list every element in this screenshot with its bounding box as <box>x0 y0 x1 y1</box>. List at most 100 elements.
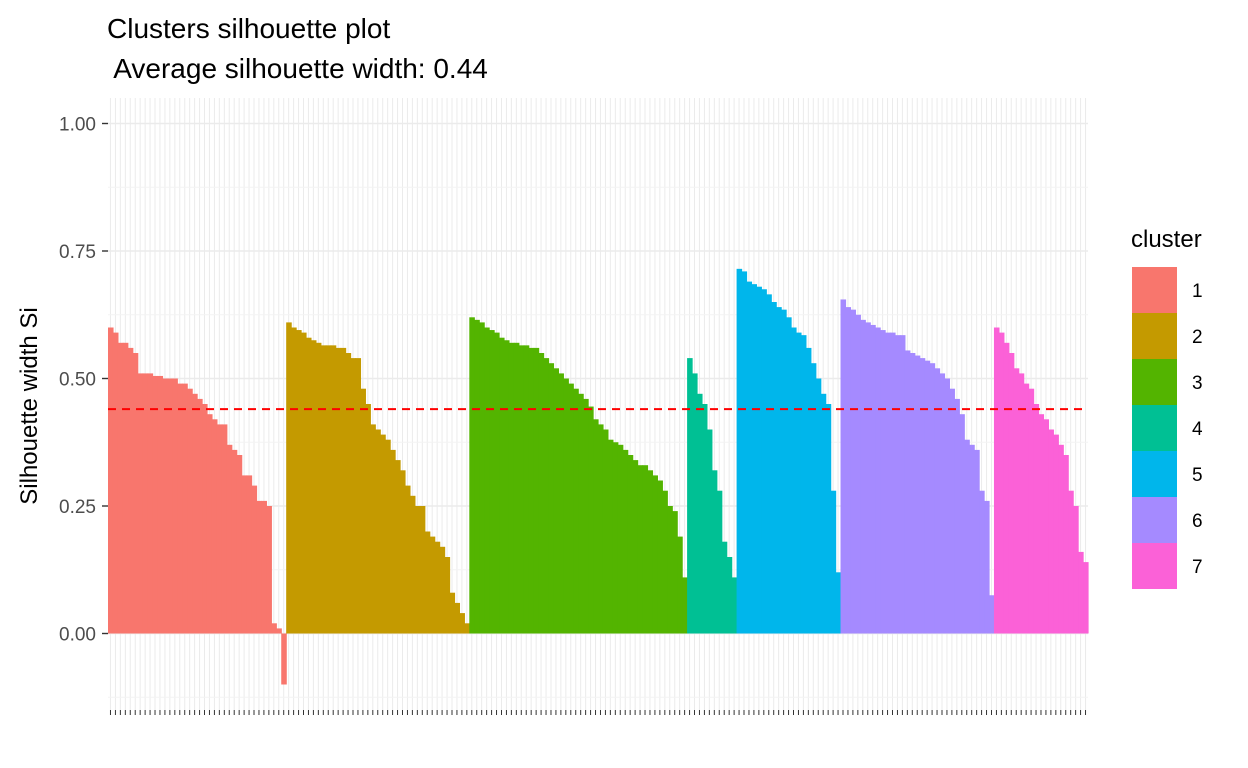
silhouette-bar <box>825 404 832 634</box>
silhouette-bar <box>687 358 693 634</box>
silhouette-bar <box>657 480 663 634</box>
silhouette-bar <box>746 281 753 634</box>
silhouette-bar <box>499 337 505 634</box>
silhouette-bar <box>335 347 342 634</box>
silhouette-bar <box>241 475 248 634</box>
silhouette-bar <box>390 449 396 634</box>
y-tick-label: 0.50 <box>59 370 96 391</box>
silhouette-bar <box>167 378 173 634</box>
silhouette-bar <box>197 398 203 634</box>
silhouette-bar <box>325 345 332 634</box>
silhouette-bar <box>766 294 772 634</box>
silhouette-bar <box>696 393 703 634</box>
silhouette-bar <box>845 307 852 634</box>
silhouette-bar <box>464 623 470 634</box>
silhouette-bar <box>296 330 302 634</box>
silhouette-bar <box>860 319 866 634</box>
y-tick-label: 0.00 <box>59 625 96 646</box>
silhouette-bar <box>1048 429 1054 634</box>
silhouette-bar <box>202 404 208 634</box>
silhouette-bar <box>1013 368 1020 634</box>
silhouette-bar <box>607 439 614 634</box>
legend-label: 2 <box>1192 327 1203 348</box>
silhouette-bar <box>459 613 465 634</box>
silhouette-bar <box>112 332 119 634</box>
legend-label: 5 <box>1192 465 1203 486</box>
silhouette-bar <box>805 347 812 634</box>
legend-key <box>1132 267 1177 313</box>
silhouette-bar <box>642 465 649 634</box>
silhouette-bar <box>142 373 149 634</box>
silhouette-bar <box>736 268 743 634</box>
silhouette-bar <box>182 383 188 634</box>
silhouette-bar <box>469 317 475 634</box>
silhouette-bar <box>622 449 629 634</box>
silhouette-bar <box>919 358 926 634</box>
legend-label: 4 <box>1192 419 1203 440</box>
y-tick-label: 0.25 <box>59 497 96 518</box>
silhouette-bar <box>647 470 654 634</box>
silhouette-bar <box>1018 373 1025 634</box>
silhouette-bar <box>127 347 134 634</box>
silhouette-bar <box>1073 506 1079 634</box>
silhouette-bar <box>409 495 416 634</box>
silhouette-bar <box>315 342 322 634</box>
silhouette-bar <box>291 327 297 634</box>
silhouette-bar <box>1068 490 1074 634</box>
silhouette-bar <box>781 309 787 634</box>
silhouette-bar <box>954 398 960 634</box>
silhouette-bar <box>959 414 965 634</box>
silhouette-bar <box>231 449 238 634</box>
silhouette-bar <box>548 363 555 634</box>
silhouette-bar <box>573 388 579 634</box>
silhouette-bar <box>840 299 847 634</box>
silhouette-bar <box>890 332 896 634</box>
silhouette-bar <box>726 557 733 634</box>
silhouette-bar <box>924 360 931 634</box>
silhouette-bar <box>588 406 594 634</box>
silhouette-bar <box>904 350 911 634</box>
silhouette-bar <box>404 485 411 634</box>
silhouette-bar <box>578 393 584 634</box>
bars-group <box>108 268 1089 685</box>
silhouette-bar <box>1023 383 1030 634</box>
silhouette-bar <box>989 595 995 634</box>
silhouette-bar <box>340 347 347 634</box>
silhouette-bar <box>909 353 916 634</box>
silhouette-bar <box>419 506 426 634</box>
silhouette-bar <box>385 439 391 634</box>
silhouette-bar <box>939 373 946 634</box>
legend: cluster 1 2 3 4 5 6 7 <box>1131 226 1203 589</box>
silhouette-bar <box>216 424 223 634</box>
silhouette-bar <box>414 506 421 634</box>
silhouette-bar <box>177 383 183 634</box>
legend-key <box>1132 451 1177 497</box>
silhouette-bar <box>602 429 609 634</box>
silhouette-bar <box>508 342 515 634</box>
legend-key <box>1132 313 1177 359</box>
silhouette-bar <box>795 332 802 634</box>
silhouette-bar <box>157 375 164 634</box>
silhouette-bar <box>865 322 871 634</box>
silhouette-bar <box>266 506 272 634</box>
silhouette-bar <box>380 434 386 634</box>
legend-label: 1 <box>1192 281 1203 302</box>
silhouette-bar <box>523 345 530 634</box>
silhouette-bar <box>479 322 485 634</box>
legend-key <box>1132 543 1177 589</box>
silhouette-bar <box>934 368 941 634</box>
silhouette-bar <box>652 475 658 634</box>
legend-label: 6 <box>1192 511 1203 532</box>
x-axis <box>109 710 1087 715</box>
legend-label: 3 <box>1192 373 1203 394</box>
silhouette-bar <box>875 327 881 634</box>
silhouette-bar <box>786 317 792 634</box>
silhouette-bar <box>137 373 144 634</box>
silhouette-bar <box>820 393 827 634</box>
silhouette-bar <box>830 490 837 634</box>
silhouette-bar <box>211 419 218 634</box>
silhouette-bar <box>221 424 228 634</box>
silhouette-bar <box>1028 388 1035 634</box>
silhouette-bar <box>791 327 797 634</box>
